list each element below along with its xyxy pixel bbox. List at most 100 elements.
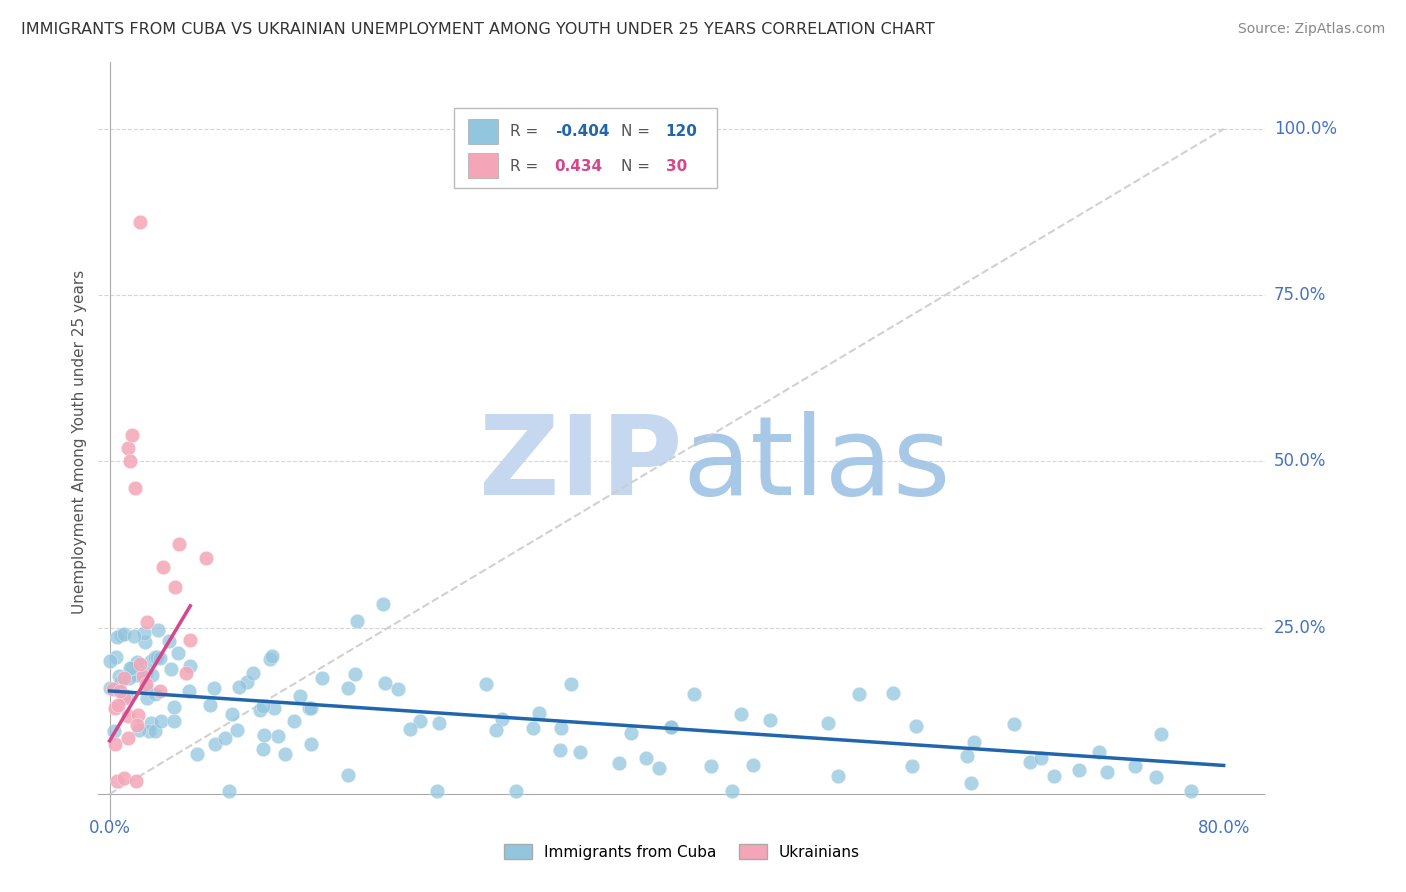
Point xyxy=(122,629,145,643)
Point xyxy=(963,735,986,749)
Point xyxy=(121,428,143,442)
Point xyxy=(228,681,250,695)
Point xyxy=(758,713,780,727)
Point xyxy=(135,677,157,691)
Point xyxy=(104,700,127,714)
Point xyxy=(730,706,752,721)
Text: 75.0%: 75.0% xyxy=(1274,286,1326,304)
Text: N =: N = xyxy=(621,159,655,174)
Point xyxy=(620,726,643,740)
Point xyxy=(179,632,201,647)
Point xyxy=(491,713,513,727)
Point xyxy=(900,758,922,772)
Point xyxy=(409,714,432,728)
Point xyxy=(115,690,138,704)
Text: R =: R = xyxy=(510,159,548,174)
Point xyxy=(260,649,283,664)
Point xyxy=(143,724,166,739)
Point xyxy=(110,673,132,688)
Point xyxy=(1043,769,1066,783)
Point xyxy=(721,783,744,797)
Point xyxy=(139,715,162,730)
Point xyxy=(827,768,849,782)
Point xyxy=(218,783,240,797)
Point xyxy=(848,687,870,701)
Point xyxy=(699,759,721,773)
Point xyxy=(659,720,682,734)
Point xyxy=(475,677,498,691)
Point xyxy=(108,669,131,683)
Point xyxy=(960,776,983,790)
Point xyxy=(148,623,170,637)
Text: R =: R = xyxy=(510,124,544,139)
Text: 50.0%: 50.0% xyxy=(1274,452,1326,470)
Point xyxy=(112,691,135,706)
Point xyxy=(221,706,243,721)
Point xyxy=(427,715,450,730)
Text: IMMIGRANTS FROM CUBA VS UKRAINIAN UNEMPLOYMENT AMONG YOUTH UNDER 25 YEARS CORREL: IMMIGRANTS FROM CUBA VS UKRAINIAN UNEMPL… xyxy=(21,22,935,37)
Point xyxy=(124,667,146,681)
Point xyxy=(346,614,368,628)
Point xyxy=(117,731,139,745)
Point xyxy=(104,737,127,751)
Point xyxy=(817,716,839,731)
Point xyxy=(110,628,132,642)
Point xyxy=(242,665,264,680)
Point xyxy=(253,728,276,742)
Point xyxy=(299,737,322,751)
Point xyxy=(149,651,172,665)
Text: 80.0%: 80.0% xyxy=(1198,819,1250,837)
Point xyxy=(132,668,155,682)
Point xyxy=(177,684,200,698)
Point xyxy=(129,215,152,229)
Point xyxy=(150,714,173,729)
Text: atlas: atlas xyxy=(682,411,950,517)
Point xyxy=(1018,755,1040,769)
Text: 0.0%: 0.0% xyxy=(89,819,131,837)
Point xyxy=(105,773,128,788)
Point xyxy=(125,773,148,788)
Point xyxy=(146,650,169,665)
Point xyxy=(105,650,128,665)
Point xyxy=(127,718,149,732)
Point xyxy=(648,761,671,775)
Point xyxy=(374,676,396,690)
FancyBboxPatch shape xyxy=(468,119,498,144)
Point xyxy=(135,666,157,681)
Point xyxy=(252,698,274,713)
Point xyxy=(373,598,395,612)
FancyBboxPatch shape xyxy=(454,108,717,187)
Point xyxy=(301,701,323,715)
Point xyxy=(263,700,285,714)
Text: 25.0%: 25.0% xyxy=(1274,619,1326,637)
Point xyxy=(134,626,156,640)
Point xyxy=(1029,750,1052,764)
Point xyxy=(163,699,186,714)
Point xyxy=(179,658,201,673)
Point xyxy=(121,660,143,674)
Point xyxy=(337,767,360,781)
Point xyxy=(560,677,582,691)
Text: Source: ZipAtlas.com: Source: ZipAtlas.com xyxy=(1237,22,1385,37)
Point xyxy=(108,684,131,698)
Point xyxy=(112,671,135,685)
Point xyxy=(124,481,146,495)
Point xyxy=(141,668,163,682)
Point xyxy=(1144,770,1167,784)
Point xyxy=(117,441,139,455)
FancyBboxPatch shape xyxy=(468,153,498,178)
Point xyxy=(288,689,311,703)
Point xyxy=(1097,765,1119,780)
Point xyxy=(1069,763,1091,777)
Point xyxy=(143,687,166,701)
Point xyxy=(226,723,249,738)
Point xyxy=(103,681,125,696)
Point xyxy=(202,681,225,696)
Point xyxy=(152,560,174,574)
Point xyxy=(956,749,979,764)
Point xyxy=(527,706,550,721)
Point xyxy=(548,742,571,756)
Point xyxy=(505,783,527,797)
Point xyxy=(118,671,141,685)
Point xyxy=(485,723,508,738)
